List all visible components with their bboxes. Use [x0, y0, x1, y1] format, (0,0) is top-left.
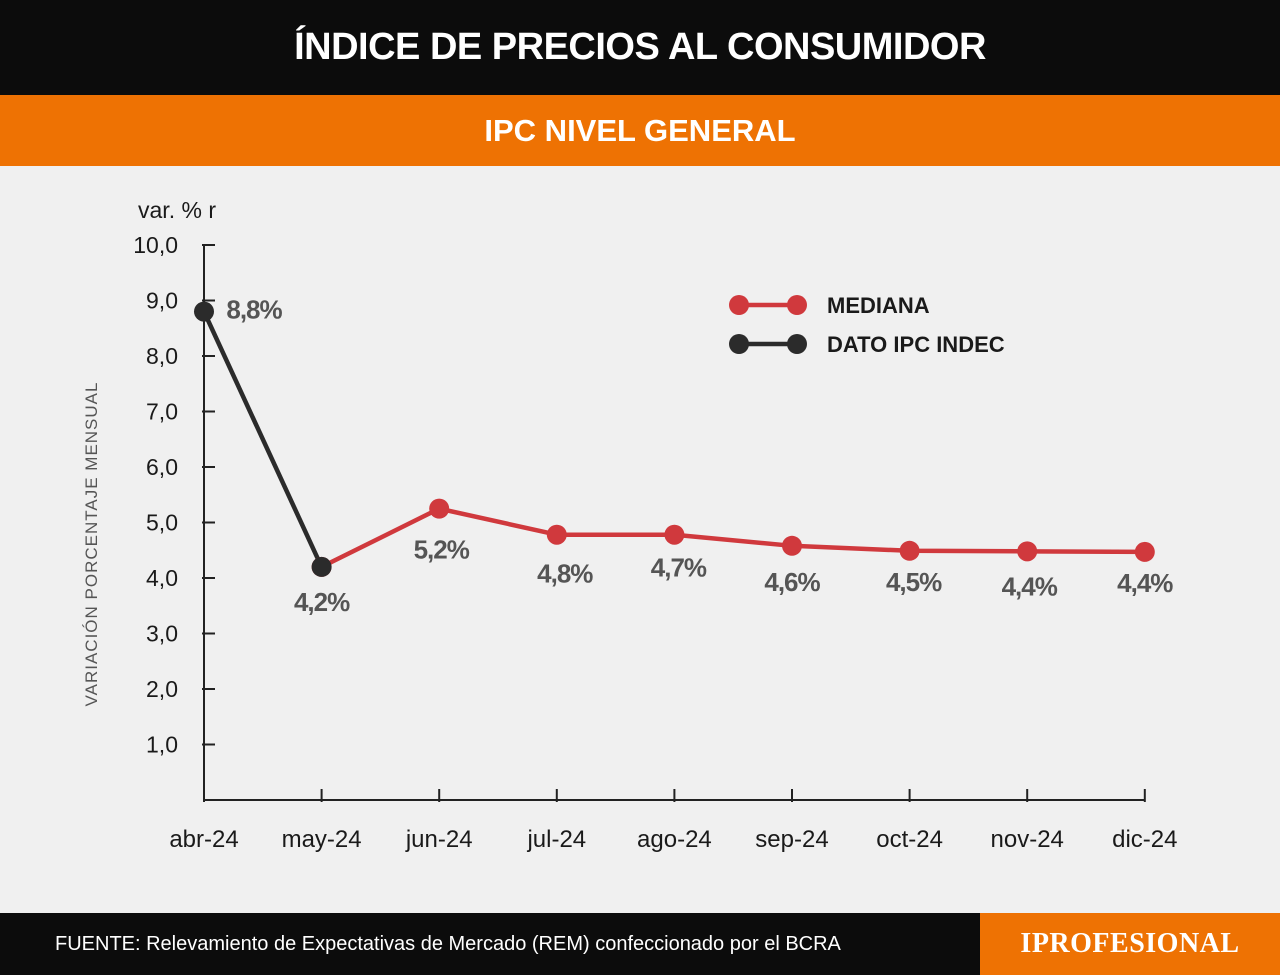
data-label: 4,4% [1002, 571, 1058, 601]
series-line-mediana [320, 506, 1145, 569]
data-label: 4,6% [764, 567, 820, 597]
legend-swatch-dot [729, 334, 749, 354]
y-tick-label: 4,0 [146, 565, 178, 591]
source-note: FUENTE: Relevamiento de Expectativas de … [55, 932, 841, 955]
y-tick-label: 5,0 [146, 510, 178, 536]
data-point-mediana [782, 535, 802, 556]
y-tick-label: 7,0 [146, 399, 178, 425]
data-point-mediana [546, 524, 567, 545]
y-tick-label: 2,0 [146, 676, 178, 702]
legend-swatch-dot [729, 295, 749, 315]
data-point-mediana [664, 524, 685, 545]
data-point-mediana [429, 498, 450, 519]
legend-swatch-dot [787, 334, 807, 354]
footer: FUENTE: Relevamiento de Expectativas de … [0, 913, 1280, 975]
data-point-dato-ipc-indec [194, 301, 214, 322]
x-tick-label: jun-24 [405, 826, 473, 853]
y-tick-label: 6,0 [146, 454, 178, 480]
data-point-mediana [899, 540, 920, 561]
x-tick-label: abr-24 [169, 826, 238, 853]
data-point-mediana [1134, 541, 1155, 562]
chart-area: 1,0 2,0 3,0 4,0 5,0 6,0 7,0 8,0 9,0 10,0 abr-24 may… [0, 166, 1280, 913]
x-tick-label: oct-24 [876, 826, 943, 853]
y-tick-label: 8,0 [146, 343, 178, 369]
data-label: 4,8% [537, 559, 593, 589]
data-label: 4,5% [886, 567, 942, 597]
chart-title: ÍNDICE DE PRECIOS AL CONSUMIDOR [0, 0, 1280, 95]
legend-swatch-dot [787, 295, 807, 315]
x-tick-label: nov-24 [991, 826, 1064, 853]
data-label: 4,2% [294, 587, 350, 617]
legend-label: DATO IPC INDEC [827, 332, 1005, 357]
y-tick-label: 1,0 [146, 732, 178, 758]
chart-subtitle: IPC NIVEL GENERAL [0, 95, 1280, 166]
x-tick-label: ago-24 [637, 826, 712, 853]
data-point-dato-ipc-indec [311, 556, 332, 577]
y-tick-label: 3,0 [146, 621, 178, 647]
data-label: 5,2% [414, 535, 470, 565]
y-axis-title-top: var. % r [138, 197, 216, 223]
brand-logo: IPROFESIONAL [980, 913, 1280, 975]
y-axis-title-side: VARIACIÓN PORCENTAJE MENSUAL [82, 382, 101, 707]
series-line-dato-ipc-indec [201, 310, 324, 568]
data-label: 4,7% [651, 553, 707, 583]
y-tick-label: 9,0 [146, 288, 178, 314]
x-tick-label: jul-24 [526, 826, 586, 853]
x-tick-label: may-24 [282, 826, 362, 853]
legend-label: MEDIANA [827, 293, 930, 318]
data-label: 8,8% [226, 294, 282, 324]
y-tick-label: 10,0 [133, 232, 178, 258]
data-label: 4,4% [1117, 568, 1173, 598]
line-chart: 1,0 2,0 3,0 4,0 5,0 6,0 7,0 8,0 9,0 10,0 abr-24 may… [82, 197, 1177, 853]
x-tick-label: dic-24 [1112, 826, 1177, 853]
x-tick-label: sep-24 [755, 826, 828, 853]
data-point-mediana [1017, 541, 1038, 562]
